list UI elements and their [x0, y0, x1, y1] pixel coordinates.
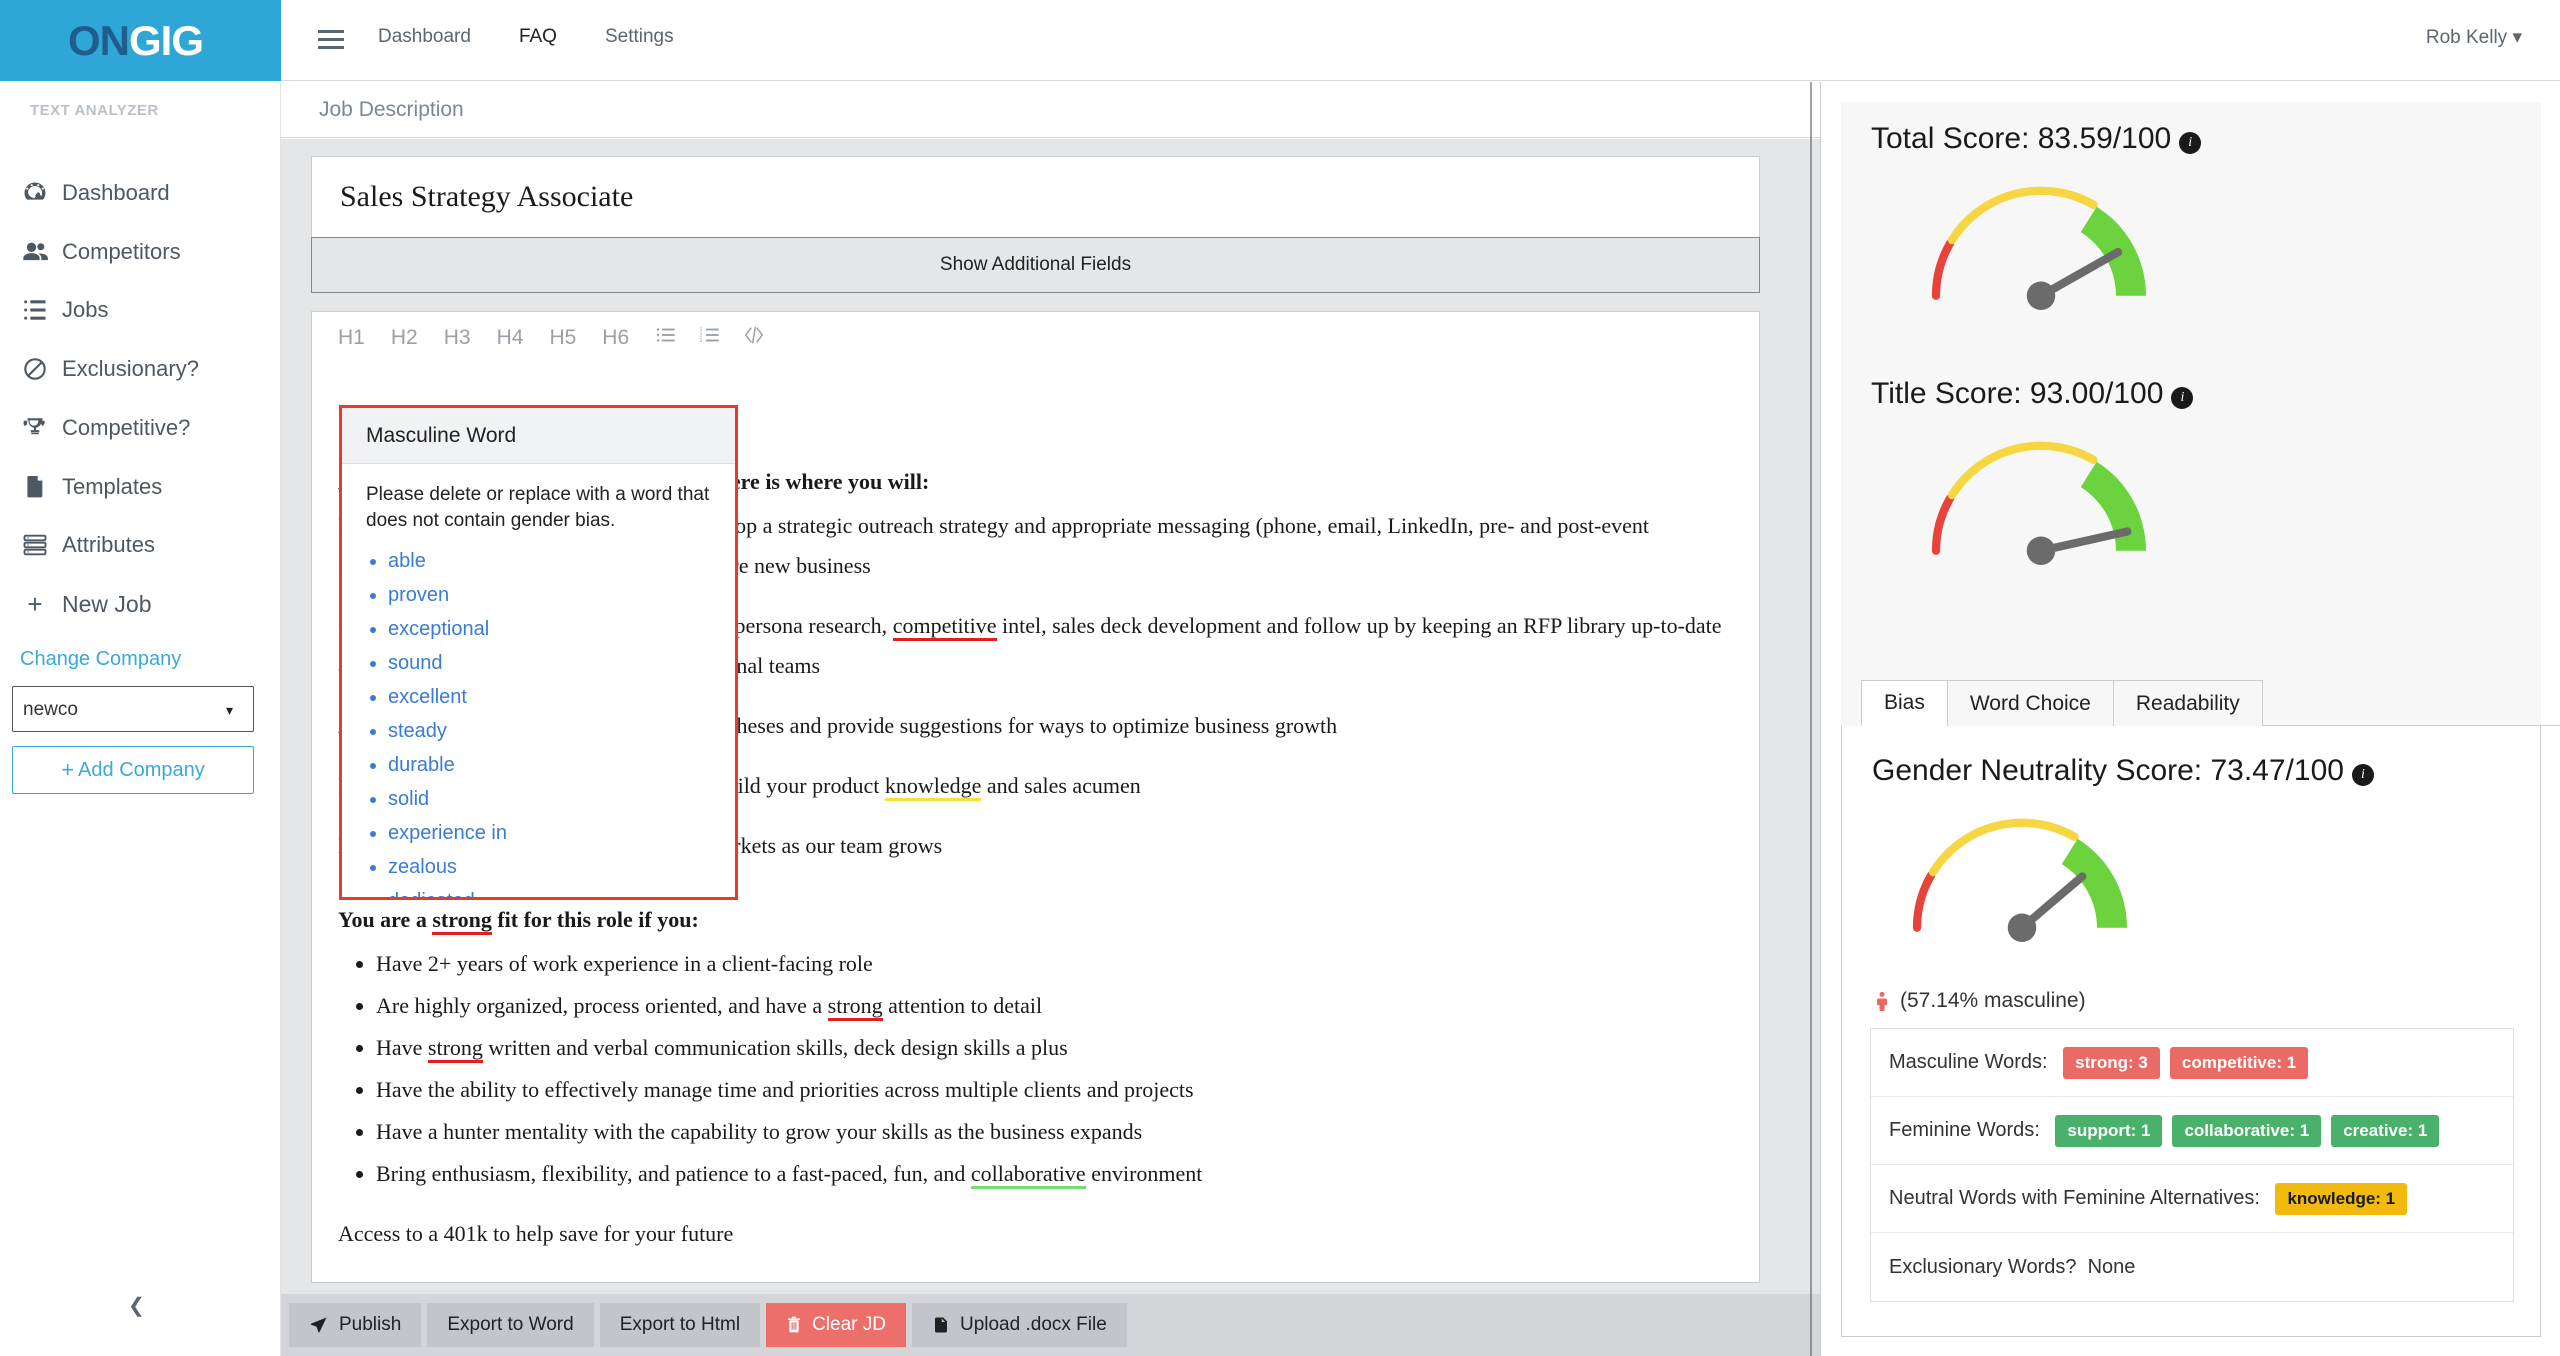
svg-text:3: 3 [700, 338, 703, 344]
